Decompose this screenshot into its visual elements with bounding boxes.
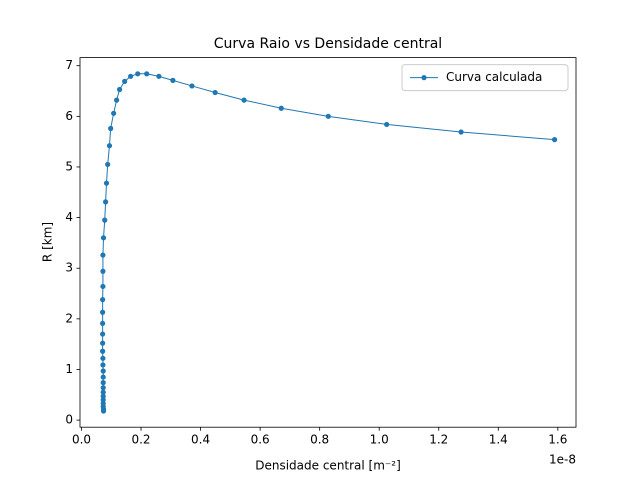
data-point (105, 161, 111, 168)
y-tick-label: 5 (65, 159, 73, 173)
data-point (100, 389, 106, 395)
data-point (100, 374, 106, 380)
x-tick-label: 1.0 (370, 433, 389, 447)
data-point (156, 73, 162, 79)
x-tick-label: 0.0 (72, 433, 91, 447)
legend-box (401, 64, 569, 92)
data-point (100, 309, 106, 315)
data-point (100, 393, 106, 399)
data-point (116, 86, 123, 93)
y-tick-label: 7 (65, 58, 73, 72)
data-point (100, 348, 106, 354)
y-tick-label: 1 (65, 362, 73, 376)
legend-marker (421, 75, 427, 81)
data-point (100, 268, 106, 274)
data-point (241, 97, 247, 103)
x-axis-label: Densidade central [m⁻²] (255, 459, 401, 473)
data-point (111, 110, 117, 116)
data-point (114, 97, 120, 103)
data-point (189, 83, 195, 89)
data-point (103, 180, 110, 186)
data-point (100, 380, 106, 386)
data-line (102, 73, 555, 411)
x-tick-label: 0.6 (251, 433, 270, 447)
data-point (128, 73, 134, 79)
x-tick-label: 0.8 (310, 433, 329, 447)
data-point (100, 235, 107, 241)
data-point (170, 77, 176, 83)
legend: Curva calculada (401, 64, 569, 92)
data-point (102, 217, 108, 223)
y-tick-label: 3 (65, 261, 73, 275)
x-tick-label: 1.2 (429, 433, 448, 447)
data-point (144, 71, 150, 77)
data-point (100, 355, 106, 361)
y-tick-label: 2 (65, 311, 73, 325)
x-tick-label: 1.4 (489, 433, 508, 447)
plot-frame (79, 57, 577, 428)
x-offset-label: 1e-8 (549, 453, 576, 467)
data-point (100, 385, 106, 391)
y-axis-label: R [km] (41, 222, 55, 262)
x-tick-label: 1.6 (548, 433, 567, 447)
data-point (278, 105, 284, 111)
data-point (122, 78, 128, 84)
legend-label: Curva calculada (446, 70, 542, 84)
x-tick-label: 0.2 (131, 433, 150, 447)
y-tick-label: 6 (65, 109, 73, 123)
data-point (100, 297, 106, 303)
data-point (551, 137, 558, 143)
data-point (100, 362, 106, 368)
data-point (100, 320, 106, 327)
y-tick-label: 0 (65, 413, 73, 427)
data-point (135, 71, 141, 77)
data-point (212, 89, 218, 96)
data-point (100, 340, 106, 346)
data-point (384, 121, 390, 128)
data-point (458, 129, 464, 135)
data-point (106, 143, 113, 149)
data-point (100, 331, 106, 337)
y-tick-label: 4 (65, 210, 73, 224)
data-point (103, 199, 109, 205)
data-point (100, 368, 106, 374)
x-tick-label: 0.4 (191, 433, 210, 447)
chart-title: Curva Raio vs Densidade central (214, 36, 442, 52)
data-point (325, 113, 331, 119)
data-point (100, 283, 106, 290)
data-point (108, 125, 114, 132)
data-point (100, 252, 106, 258)
